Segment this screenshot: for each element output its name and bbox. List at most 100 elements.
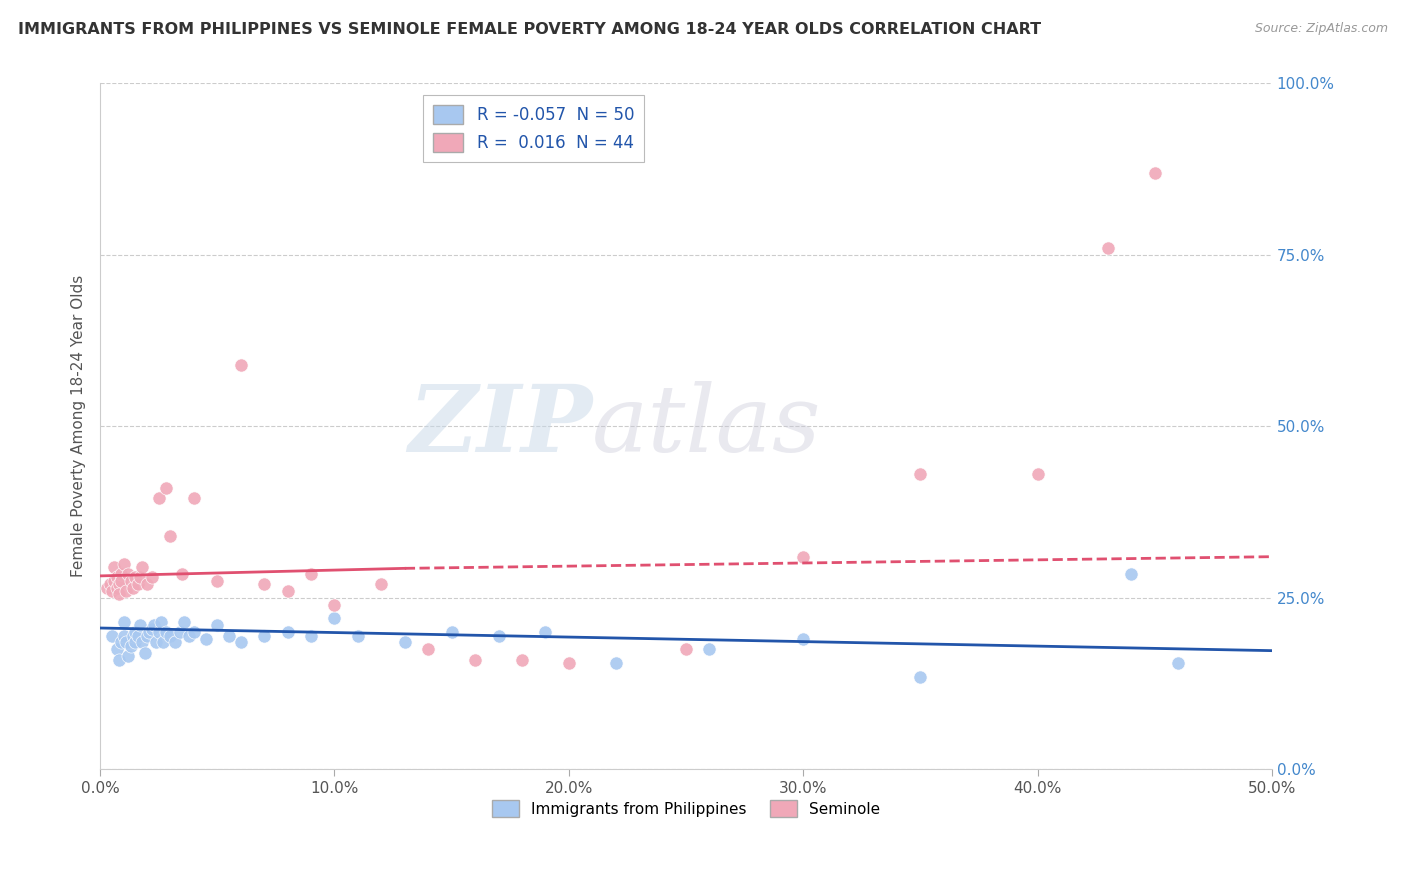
Point xyxy=(218,629,240,643)
Point xyxy=(117,566,139,581)
Point xyxy=(129,618,152,632)
Point xyxy=(120,639,142,653)
Point xyxy=(124,635,146,649)
Point xyxy=(122,629,145,643)
Point xyxy=(699,642,721,657)
Legend: Immigrants from Philippines, Seminole: Immigrants from Philippines, Seminole xyxy=(485,794,887,823)
Point xyxy=(172,566,194,581)
Point xyxy=(229,635,252,649)
Point xyxy=(183,625,205,640)
Point xyxy=(229,358,252,372)
Text: Source: ZipAtlas.com: Source: ZipAtlas.com xyxy=(1254,22,1388,36)
Point xyxy=(179,629,201,643)
Point xyxy=(108,587,131,601)
Point xyxy=(117,649,139,664)
Point xyxy=(96,581,118,595)
Point xyxy=(277,584,299,599)
Text: atlas: atlas xyxy=(592,382,821,471)
Point xyxy=(299,566,322,581)
Point xyxy=(510,652,533,666)
Point xyxy=(136,577,159,591)
Point xyxy=(194,632,217,646)
Point xyxy=(1097,241,1119,255)
Point xyxy=(105,642,128,657)
Point xyxy=(1143,166,1166,180)
Point xyxy=(127,629,149,643)
Point xyxy=(207,574,229,588)
Point xyxy=(253,577,276,591)
Point xyxy=(299,629,322,643)
Point xyxy=(910,670,932,684)
Point xyxy=(155,625,177,640)
Point xyxy=(120,574,142,588)
Point xyxy=(1121,566,1143,581)
Point xyxy=(605,656,627,670)
Point xyxy=(253,629,276,643)
Point xyxy=(1026,467,1049,482)
Point xyxy=(127,577,149,591)
Point xyxy=(103,574,125,588)
Point xyxy=(183,491,205,506)
Point xyxy=(134,646,156,660)
Point xyxy=(131,560,153,574)
Point xyxy=(115,635,138,649)
Point xyxy=(145,635,167,649)
Point xyxy=(122,581,145,595)
Point xyxy=(394,635,416,649)
Point xyxy=(115,584,138,599)
Point xyxy=(110,635,132,649)
Point xyxy=(129,570,152,584)
Point xyxy=(910,467,932,482)
Point xyxy=(558,656,581,670)
Point xyxy=(169,625,191,640)
Point xyxy=(105,581,128,595)
Y-axis label: Female Poverty Among 18-24 Year Olds: Female Poverty Among 18-24 Year Olds xyxy=(72,276,86,577)
Point xyxy=(464,652,486,666)
Point xyxy=(141,570,163,584)
Point xyxy=(675,642,697,657)
Point xyxy=(148,625,170,640)
Point xyxy=(124,625,146,640)
Point xyxy=(110,574,132,588)
Point xyxy=(347,629,370,643)
Point xyxy=(141,622,163,636)
Point xyxy=(152,635,174,649)
Point xyxy=(101,584,124,599)
Point xyxy=(159,629,181,643)
Point xyxy=(534,625,557,640)
Point xyxy=(108,577,131,591)
Point xyxy=(155,481,177,495)
Point xyxy=(488,629,510,643)
Point xyxy=(323,598,346,612)
Point xyxy=(138,625,160,640)
Text: ZIP: ZIP xyxy=(408,382,592,471)
Point xyxy=(143,618,166,632)
Point xyxy=(370,577,392,591)
Point xyxy=(277,625,299,640)
Point xyxy=(105,570,128,584)
Point xyxy=(108,652,131,666)
Point xyxy=(792,549,814,564)
Point xyxy=(112,615,135,629)
Point xyxy=(150,615,173,629)
Point xyxy=(101,629,124,643)
Point xyxy=(103,560,125,574)
Point xyxy=(112,629,135,643)
Point xyxy=(323,611,346,625)
Point xyxy=(110,566,132,581)
Point xyxy=(98,577,121,591)
Point xyxy=(173,615,195,629)
Point xyxy=(136,629,159,643)
Point xyxy=(131,635,153,649)
Point xyxy=(440,625,463,640)
Text: IMMIGRANTS FROM PHILIPPINES VS SEMINOLE FEMALE POVERTY AMONG 18-24 YEAR OLDS COR: IMMIGRANTS FROM PHILIPPINES VS SEMINOLE … xyxy=(18,22,1042,37)
Point xyxy=(159,529,181,543)
Point xyxy=(1167,656,1189,670)
Point xyxy=(792,632,814,646)
Point xyxy=(418,642,440,657)
Point xyxy=(148,491,170,506)
Point xyxy=(112,557,135,571)
Point xyxy=(124,570,146,584)
Point xyxy=(207,618,229,632)
Point xyxy=(165,635,187,649)
